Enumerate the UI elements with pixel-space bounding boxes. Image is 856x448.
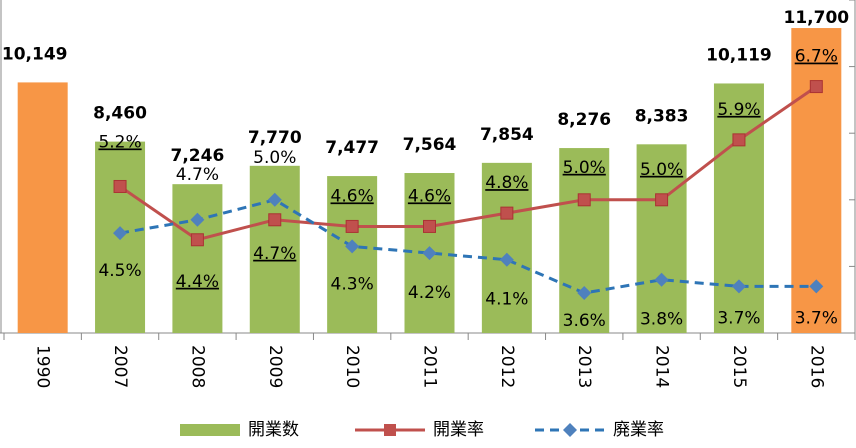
value-label: 3.8% <box>640 310 683 330</box>
x-tick-label: 2010 <box>342 345 362 388</box>
value-label: 4.4% <box>176 272 219 292</box>
value-label: 3.7% <box>717 308 760 328</box>
marker <box>731 279 746 294</box>
value-label: 4.6% <box>408 186 451 206</box>
value-label: 4.3% <box>331 274 374 294</box>
x-tick-label: 2016 <box>806 345 826 388</box>
value-label: 3.6% <box>563 311 606 331</box>
bar-label: 7,564 <box>403 135 457 155</box>
x-tick-label: 2013 <box>574 345 594 388</box>
marker <box>500 206 514 220</box>
marker <box>577 193 591 207</box>
line <box>119 198 817 295</box>
legend-label: 廃業率 <box>613 420 664 440</box>
value-label: 5.0% <box>253 148 296 168</box>
marker <box>190 212 205 227</box>
marker <box>268 213 282 227</box>
marker <box>345 239 360 254</box>
marker <box>422 246 437 261</box>
value-label: 4.7% <box>253 244 296 264</box>
bar <box>559 148 610 333</box>
bar-label: 8,460 <box>93 104 147 124</box>
marker <box>345 219 359 233</box>
marker <box>190 233 204 247</box>
x-tick-label: 2014 <box>652 345 672 388</box>
line <box>119 85 818 242</box>
x-tick-label: 2012 <box>497 345 517 388</box>
value-label: 3.7% <box>795 308 838 328</box>
legend-swatch <box>180 424 240 436</box>
marker <box>809 80 823 94</box>
value-label: 5.2% <box>98 132 141 152</box>
bar <box>713 83 764 333</box>
marker <box>577 286 592 301</box>
value-label: 4.1% <box>485 290 528 310</box>
marker <box>113 179 127 193</box>
bar-label: 10,149 <box>2 44 68 64</box>
x-tick-label: 1990 <box>33 345 53 388</box>
bar <box>636 144 687 333</box>
value-label: 4.2% <box>408 283 451 303</box>
x-tick-label: 2009 <box>265 345 285 388</box>
legend-label: 開業数 <box>248 420 299 440</box>
legend-marker <box>563 423 577 437</box>
bar-label: 8,383 <box>635 106 689 126</box>
bar-label: 7,246 <box>171 146 225 166</box>
bar-label: 7,770 <box>248 128 302 148</box>
bar-label: 11,700 <box>784 8 850 28</box>
marker <box>655 193 669 207</box>
x-tick-label: 2011 <box>420 345 440 388</box>
value-label: 4.6% <box>331 186 374 206</box>
x-tick-label: 2008 <box>187 345 207 388</box>
marker <box>732 133 746 147</box>
bar <box>327 176 378 333</box>
marker <box>267 192 282 207</box>
value-label: 6.7% <box>795 47 838 67</box>
bar-label: 10,119 <box>706 45 772 65</box>
bar <box>172 184 223 333</box>
legend-marker <box>384 424 396 436</box>
value-label: 5.9% <box>717 100 760 120</box>
legend-label: 開業率 <box>433 420 484 440</box>
bar-label: 8,276 <box>557 110 611 130</box>
marker <box>499 252 514 267</box>
value-label: 4.5% <box>98 261 141 281</box>
bar <box>481 162 532 333</box>
x-tick-label: 2015 <box>729 345 749 388</box>
bar-label: 7,854 <box>480 125 534 145</box>
bar <box>17 82 68 333</box>
value-label: 5.0% <box>640 160 683 180</box>
bar-label: 7,477 <box>325 138 379 158</box>
value-label: 5.0% <box>563 158 606 178</box>
value-label: 4.7% <box>176 165 219 185</box>
marker <box>423 219 436 233</box>
marker <box>654 272 669 287</box>
value-label: 4.8% <box>485 173 528 193</box>
marker <box>809 279 824 294</box>
marker <box>113 226 128 241</box>
x-tick-label: 2007 <box>110 345 130 388</box>
